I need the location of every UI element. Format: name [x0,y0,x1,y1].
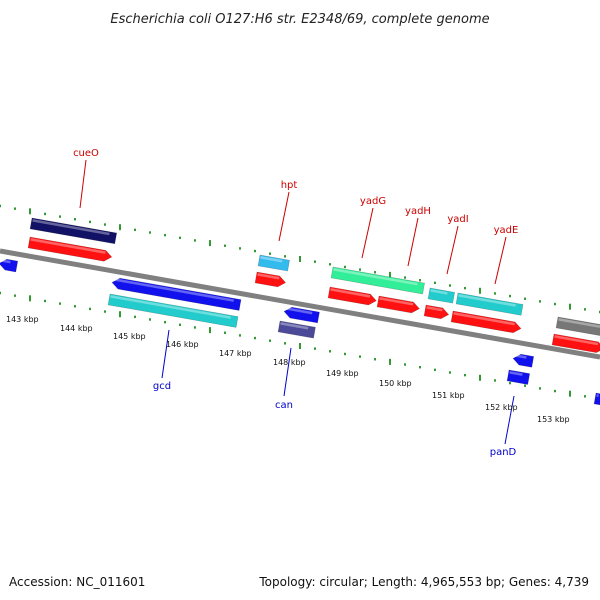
gene-labels: cueO hpt yadG yadH yadI yadE gcd can panD [73,148,518,458]
gene-label-cueo: cueO [73,148,99,159]
scale-label: 151 kbp [432,391,465,400]
feature-block [29,217,118,245]
accession-text: Accession: NC_011601 [9,575,145,589]
yadE-block [455,292,524,316]
backbone-line [0,248,600,360]
hpt-feature [257,254,290,272]
feature-block [0,258,19,273]
scale-labels: 143 kbp 144 kbp 145 kbp 146 kbp 147 kbp 148 k… [6,315,570,424]
gene-label-can: can [275,400,293,411]
gene-leader-line [504,395,515,445]
scale-label: 149 kbp [326,369,359,378]
gene-label-yadh: yadH [405,206,431,217]
feature-arrow [551,333,600,353]
cueO-feature [27,236,113,262]
map-title: Escherichia coli O127:H6 str. E2348/69, … [110,12,489,27]
scale-label: 146 kbp [166,340,199,349]
gene-leader-line [361,207,374,259]
gene-label-pand: panD [490,447,517,458]
gene-leader-line [79,159,87,209]
hpt-arrow [254,271,287,288]
gene-leader-line [494,236,507,285]
scale-label: 148 kbp [273,358,306,367]
gene-label-gcd: gcd [153,381,171,392]
yadE-feature [450,310,522,334]
scale-label: 143 kbp [6,315,39,324]
scale-label: 153 kbp [537,415,570,424]
genome-summary-text: Topology: circular; Length: 4,965,553 bp… [258,575,589,589]
gcd-feature [111,277,242,311]
yadI-block [427,287,455,304]
scale-label: 144 kbp [60,324,93,333]
gene-label-hpt: hpt [281,180,298,191]
gene-label-yadg: yadG [360,196,386,207]
yadG-arrow [327,286,377,306]
gene-leader-line [446,225,459,275]
feature-block [107,293,239,328]
feature-block [555,316,600,337]
gene-leader-line [283,347,292,397]
can-feature [283,306,320,324]
scale-label: 147 kbp [219,349,252,358]
yadH-feature [376,295,420,314]
gene-label-yade: yadE [494,225,519,236]
yadI-feature [423,304,450,320]
scale-ticks [0,204,600,401]
scale-label: 145 kbp [113,332,146,341]
gene-label-yadi: yadI [447,214,468,225]
feature-block [593,392,600,406]
scale-label: 150 kbp [379,379,412,388]
gene-leader-line [161,329,170,379]
panD-feature [512,353,535,368]
gene-leader-line [407,217,419,267]
gene-leader-line [278,191,290,242]
gene-features [0,217,600,406]
scale-label: 152 kbp [485,403,518,412]
yadG-feature [330,266,425,295]
feature-block [277,320,316,339]
feature-block [506,369,531,385]
